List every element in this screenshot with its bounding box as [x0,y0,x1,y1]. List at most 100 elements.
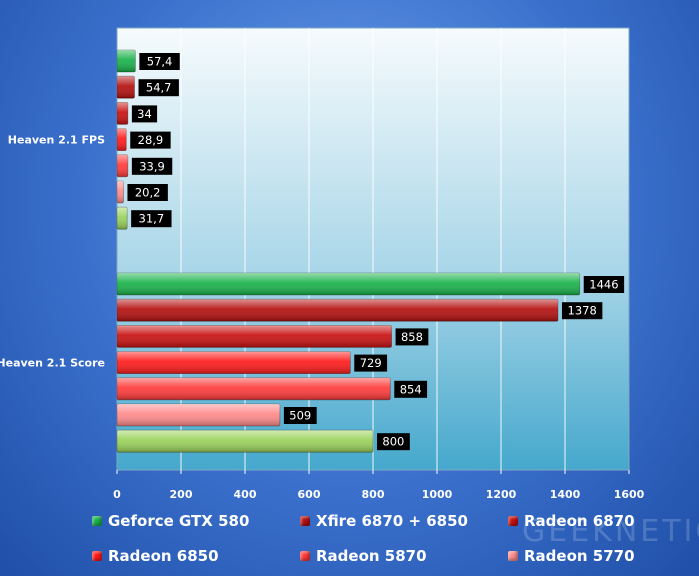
data-label: 34 [131,105,158,123]
data-label: 509 [283,407,317,424]
bar [116,429,374,453]
data-label-bg [127,184,168,201]
data-label-text: 509 [289,409,311,423]
bars [116,49,581,453]
data-label-bg [130,131,171,149]
legend-label: Radeon 6850 [108,546,219,565]
data-label-text: 34 [137,107,152,121]
legend-item: Radeon 5870 [300,543,508,568]
legend-item: Radeon 5770 [508,543,698,568]
data-label: 729 [354,354,388,372]
data-label-bg [131,105,158,123]
data-label: 800 [377,433,410,451]
data-label-text: 28,9 [138,133,164,147]
bar-gloss [117,128,127,151]
legend: Geforce GTX 580 Xfire 6870 + 6850 Radeon 6… [92,508,692,568]
legend-swatch [92,550,102,561]
data-label-text: 854 [400,382,422,396]
bar [116,403,281,427]
bar [116,154,129,178]
data-label-text: 1378 [568,304,597,318]
legend-label: Xfire 6870 + 6850 [316,511,468,530]
x-tick-label: 200 [170,488,193,501]
legend-label: Geforce GTX 580 [108,511,250,530]
legend-label: Radeon 5870 [316,546,427,565]
legend-swatch [300,515,310,526]
data-label: 1378 [561,302,603,320]
bar-gloss [117,404,280,426]
bar-gloss [117,430,373,453]
legend-swatch [92,515,102,526]
legend-item: Radeon 6850 [92,543,300,568]
data-label-text: 33,9 [139,159,165,173]
bar-gloss [117,377,391,400]
data-label-text: 20,2 [135,186,161,200]
category-label: Heaven 2.1 FPS [8,134,105,147]
data-label: 1446 [583,276,625,293]
legend-swatch [300,550,310,561]
bar-gloss [117,154,128,177]
bar-gloss [117,273,580,295]
data-label: 33,9 [131,157,173,175]
legend-label: Radeon 5770 [524,546,635,565]
data-label-text: 31,7 [139,212,165,226]
data-label: 20,2 [127,184,168,201]
data-label-text: 1446 [589,278,618,292]
data-label-bg [394,380,428,398]
x-tick-label: 1000 [422,488,453,501]
x-tick-label: 1200 [486,488,517,501]
bar [116,128,127,152]
category-labels: Heaven 2.1 FPS Heaven 2.1 Score [0,134,105,370]
x-tick-label: 400 [234,488,257,501]
bar [116,75,135,99]
bar [116,298,559,322]
data-label: 54,7 [138,79,179,97]
data-label-text: 800 [382,435,404,449]
data-label-bg [131,157,173,175]
legend-swatch [508,515,518,526]
x-tick-label: 800 [362,488,385,501]
data-label-text: 729 [360,356,382,370]
x-tick-label: 0 [113,488,121,501]
data-label-text: 57,4 [147,55,173,69]
x-tick-label: 600 [298,488,321,501]
data-label: 858 [395,328,429,346]
value-labels: 57,4 54,7 34 28,9 33,9 20,2 31,7 1446 1378 858 729… [127,53,625,451]
x-tick-labels: 0 200 400 600 800 1000 1200 1400 1600 [113,470,645,501]
bar-gloss [117,351,351,374]
bar-gloss [117,299,558,322]
bar [116,272,581,296]
data-label: 854 [394,380,428,398]
bar-gloss [117,207,128,230]
data-label: 57,4 [139,53,180,70]
bar [116,102,129,125]
bar-gloss [117,76,135,99]
category-label: Heaven 2.1 Score [0,357,105,370]
data-label-bg [583,276,625,293]
data-label-bg [561,302,603,320]
bar [116,351,351,375]
data-label-bg [377,433,410,451]
legend-item: Xfire 6870 + 6850 [300,508,508,533]
data-label-text: 858 [401,330,423,344]
legend-item: Geforce GTX 580 [92,508,300,533]
data-label-bg [354,354,388,372]
bar [116,206,128,230]
data-label-text: 54,7 [146,81,172,95]
data-label-bg [395,328,429,346]
bar [116,324,392,348]
bar-gloss [117,181,124,203]
legend-item: Radeon 6870 [508,508,698,533]
bar [116,180,124,204]
bar [116,377,391,401]
data-label-bg [131,210,172,228]
data-label-bg [139,53,180,70]
data-label: 31,7 [131,210,172,228]
legend-swatch [508,550,518,561]
bar-gloss [117,325,392,348]
data-label-bg [283,407,317,424]
data-label-bg [138,79,179,97]
data-label: 28,9 [130,131,171,149]
bar [116,49,136,73]
